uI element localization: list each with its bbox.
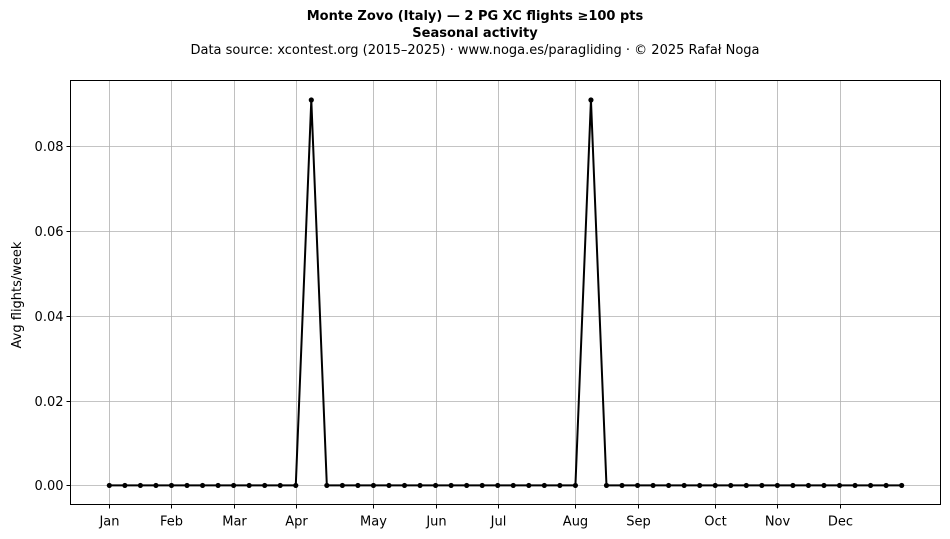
data-point — [697, 482, 703, 489]
data-point — [510, 482, 516, 489]
data-point — [557, 482, 563, 489]
data-point — [168, 482, 175, 489]
data-point — [541, 482, 547, 489]
data-point — [526, 482, 532, 489]
data-point — [712, 482, 718, 489]
x-tick-label: Dec — [828, 515, 853, 530]
data-point — [852, 482, 858, 489]
x-tick-label: Aug — [563, 515, 588, 530]
data-point — [790, 482, 796, 489]
data-point — [231, 482, 237, 489]
chart-subtitle: Seasonal activity — [412, 26, 538, 41]
data-point — [774, 482, 780, 489]
data-point — [867, 482, 874, 489]
data-point — [743, 482, 749, 489]
data-point — [308, 97, 314, 103]
series-layer — [106, 97, 905, 489]
data-point — [836, 482, 843, 489]
data-point — [370, 482, 377, 489]
data-point — [401, 482, 408, 489]
y-tick-label: 0.06 — [35, 225, 64, 240]
data-point — [184, 482, 190, 489]
data-point — [899, 482, 905, 489]
plot-frame — [70, 80, 941, 505]
data-point — [728, 482, 734, 489]
data-point — [106, 482, 112, 489]
x-tick-label: Apr — [285, 515, 308, 530]
data-point — [137, 482, 144, 489]
data-point — [634, 482, 641, 489]
data-point — [277, 482, 283, 489]
x-tick-label: Jan — [98, 515, 119, 530]
y-tick-label: 0.08 — [35, 140, 64, 155]
x-tick-label: Feb — [160, 515, 183, 530]
grid-lines — [70, 80, 941, 505]
x-tick-label: May — [360, 515, 387, 530]
data-point — [681, 482, 687, 489]
data-point — [883, 482, 889, 489]
data-point — [215, 482, 221, 489]
data-point — [324, 482, 330, 489]
x-tick-label: Mar — [222, 515, 247, 530]
data-point — [448, 482, 454, 489]
x-tick-label: Sep — [626, 515, 651, 530]
x-tick-label: Nov — [765, 515, 791, 530]
x-tick-label: Jun — [425, 515, 446, 530]
y-axis-label: Avg flights/week — [10, 241, 25, 348]
data-point — [759, 482, 765, 489]
data-point — [293, 482, 299, 489]
data-point — [153, 482, 159, 489]
data-point — [479, 482, 485, 489]
data-point — [199, 482, 206, 489]
data-point — [650, 482, 656, 489]
data-point — [821, 482, 827, 489]
data-point — [432, 482, 439, 489]
data-point — [355, 482, 361, 489]
series-line — [109, 99, 902, 487]
data-point — [262, 482, 268, 489]
data-point — [495, 482, 501, 489]
data-point — [805, 482, 812, 489]
data-point — [122, 482, 128, 489]
data-point — [417, 482, 423, 489]
chart-title: Monte Zovo (Italy) — 2 PG XC flights ≥10… — [306, 9, 644, 24]
x-tick-label: Oct — [704, 515, 726, 530]
data-point — [339, 482, 345, 489]
data-point — [603, 482, 610, 489]
data-point — [572, 482, 579, 489]
data-point — [666, 482, 672, 489]
data-point — [619, 482, 625, 489]
y-tick-label: 0.00 — [35, 479, 64, 494]
data-point — [464, 482, 470, 489]
y-tick-label: 0.04 — [35, 310, 64, 325]
axes-layer: 0.00 0.02 0.04 0.06 0.08 Jan Feb Mar Apr May Jun Ju… — [35, 140, 854, 530]
x-tick-label: Jul — [490, 515, 507, 530]
data-point — [246, 482, 252, 489]
data-point — [386, 482, 392, 489]
source-note: Data source: xcontest.org (2015–2025) · … — [190, 43, 760, 58]
data-point — [588, 97, 594, 103]
y-tick-label: 0.02 — [35, 395, 64, 410]
